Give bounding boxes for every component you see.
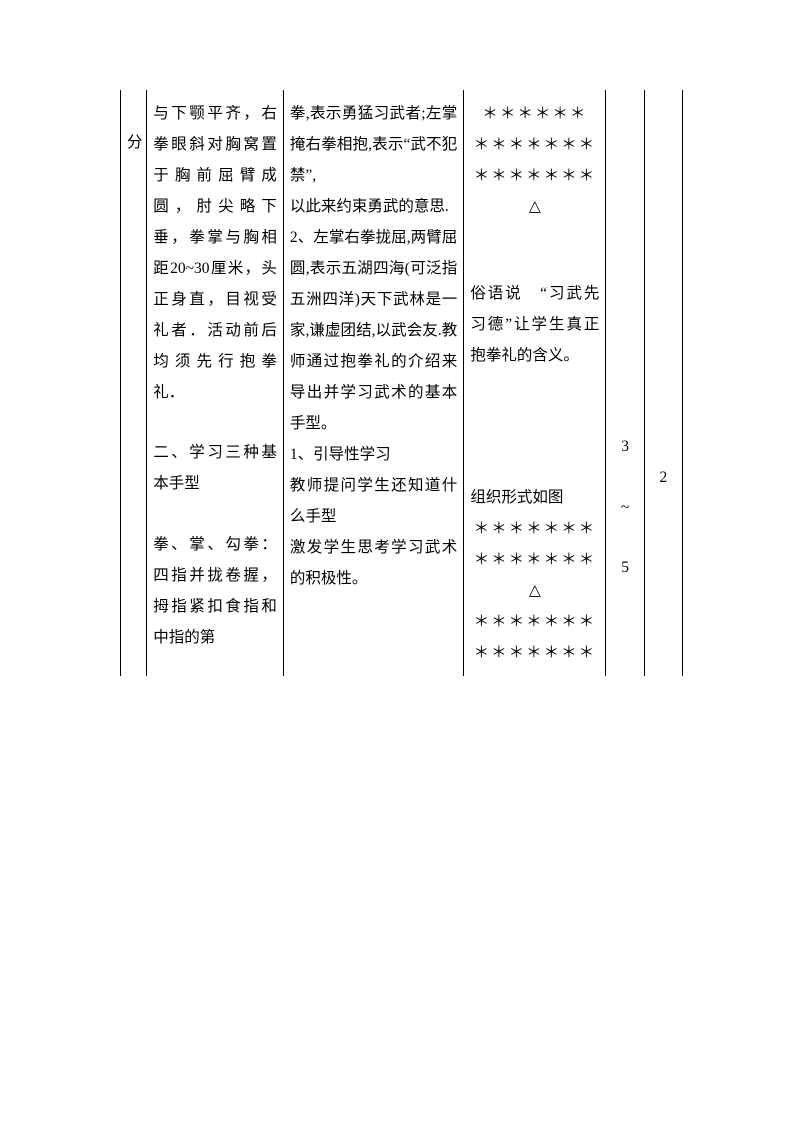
topic-heading-2: 二、学习三种基本手型 [153, 437, 277, 499]
formation-row: ＊＊＊＊＊＊＊ [470, 606, 599, 637]
cell-teaching-activity: 拳,表示勇猛习武者;左掌掩右拳相抱,表示“武不犯禁”, 以此来约束勇武的意思. … [283, 90, 463, 676]
time-tilde: ~ [612, 492, 637, 523]
table-row: 分 与下颚平齐，右拳眼斜对胸窝置于胸前屈臂成圆，肘尖略下垂，拳掌与胸相距20~3… [121, 90, 683, 676]
cell-time-range: 3 ~ 5 [606, 90, 644, 676]
formation-row: ＊＊＊＊＊＊＊ [470, 513, 599, 544]
topic-para-2: 拳、掌、勾拳：四指并拢卷握，拇指紧扣食指和中指的第 [153, 529, 277, 653]
lesson-plan-table: 分 与下颚平齐，右拳眼斜对胸窝置于胸前屈臂成圆，肘尖略下垂，拳掌与胸相距20~3… [120, 90, 683, 676]
count-value: 2 [651, 462, 676, 493]
activity-para-1b: 以此来约束勇武的意思. [290, 191, 457, 222]
time-end: 5 [612, 552, 637, 583]
cell-content-topic: 与下颚平齐，右拳眼斜对胸窝置于胸前屈臂成圆，肘尖略下垂，拳掌与胸相距20~30厘… [147, 90, 284, 676]
org-label: 组织形式如图 [470, 482, 599, 513]
teacher-marker: △ [470, 575, 599, 606]
teacher-marker: △ [470, 191, 599, 222]
activity-para-3c: 激发学生思考学习武术的积极性。 [290, 532, 457, 594]
activity-para-2: 2、左掌右拳拢屈,两臂屈圆,表示五湖四海(可泛指五洲四洋)天下武林是一家,谦虚团… [290, 222, 457, 439]
cell-count: 2 [644, 90, 682, 676]
activity-para-1a: 拳,表示勇猛习武者;左掌掩右拳相抱,表示“武不犯禁”, [290, 98, 457, 191]
activity-para-3b: 教师提问学生还知道什么手型 [290, 470, 457, 532]
section-char: 分 [127, 127, 140, 158]
formation-row: ＊＊＊＊＊＊＊ [470, 129, 599, 160]
quote-text: 俗语说 “习武先习德”让学生真正抱拳礼的含义。 [470, 278, 599, 371]
formation-row: ＊＊＊＊＊＊＊ [470, 160, 599, 191]
formation-row: ＊＊＊＊＊＊＊ [470, 544, 599, 575]
topic-para-1: 与下颚平齐，右拳眼斜对胸窝置于胸前屈臂成圆，肘尖略下垂，拳掌与胸相距20~30厘… [153, 98, 277, 408]
formation-row: ＊＊＊＊＊＊ [470, 98, 599, 129]
activity-para-3a: 1、引导性学习 [290, 439, 457, 470]
time-start: 3 [612, 431, 637, 462]
cell-section-label: 分 [121, 90, 147, 676]
formation-row: ＊＊＊＊＊＊＊ [470, 637, 599, 668]
cell-organization: ＊＊＊＊＊＊ ＊＊＊＊＊＊＊ ＊＊＊＊＊＊＊ △ 俗语说 “习武先习德”让学生真… [464, 90, 606, 676]
